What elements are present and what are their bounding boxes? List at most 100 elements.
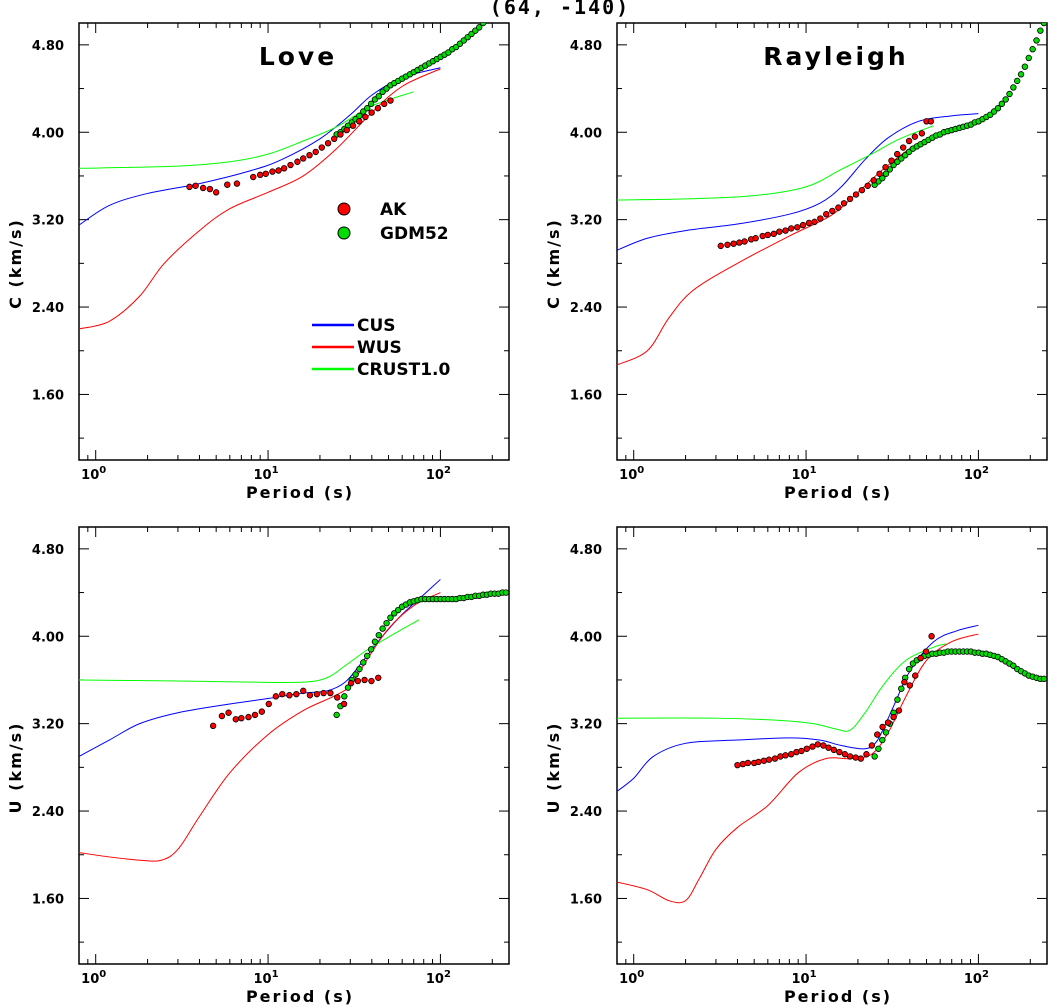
data-point-ak [736,239,743,246]
data-point-ak [874,731,881,738]
plot-frame [78,526,510,965]
y-axis-label: U (km/s) [544,722,563,814]
data-point-ak [262,170,269,177]
plot-frame [616,22,1048,461]
x-tick-base: 10 [619,468,637,483]
data-point-ak [760,757,768,764]
data-point-ak [841,751,849,758]
data-point-ak [381,100,388,108]
data-point-ak [192,182,199,189]
data-point-gdm52 [1014,77,1021,85]
figure-title: (64, -140) [490,0,630,19]
data-point-ak [870,177,877,184]
data-point-ak [830,746,838,754]
data-point-gdm52 [1033,37,1040,44]
data-point-gdm52 [879,736,886,744]
data-point-gdm52 [379,625,386,632]
x-tick-base: 10 [619,972,637,987]
x-tick-exponent: 2 [982,969,989,980]
data-point-ak [286,692,293,699]
y-tick-label: 3.20 [32,718,64,733]
plot-frame [78,22,510,461]
data-point-ak [770,230,778,238]
x-tick-base: 10 [792,972,810,987]
data-point-ak [265,700,273,708]
x-tick-exponent: 1 [272,969,279,980]
data-point-ak [356,118,363,125]
data-point-ak [882,164,889,171]
data-point-ak [799,221,807,229]
data-point-ak [927,118,935,125]
data-point-ak [354,677,362,685]
x-tick-base: 10 [426,468,444,483]
data-point-ak [374,105,382,112]
data-point-ak [777,753,784,760]
data-point-ak [917,654,924,662]
data-point-ak [293,690,300,698]
data-point-ak [272,693,280,700]
series-line-cus [79,579,441,757]
data-point-ak [375,674,382,681]
x-axis-label: Period (s) [246,483,354,502]
data-point-ak [324,139,332,147]
data-point-gdm52 [367,100,375,108]
series-line-wus [617,633,979,904]
x-tick-exponent: 2 [444,465,451,476]
data-point-ak [811,218,818,226]
y-tick-label: 1.60 [570,388,602,403]
x-tick-label: 101 [254,969,279,987]
x-tick-label: 101 [792,969,817,987]
data-point-ak [225,709,232,716]
data-point-ak [803,745,811,752]
legend-marker-gdm52 [337,226,351,240]
plot-frame [616,526,1048,965]
y-tick-label: 4.00 [570,126,602,141]
data-point-ak [912,672,919,679]
y-tick-label: 4.00 [32,126,64,141]
x-tick-base: 10 [964,468,982,483]
legend-label-wus: WUS [357,338,402,358]
data-point-ak [209,722,217,730]
y-tick-label: 1.60 [570,892,602,907]
data-point-gdm52 [502,589,509,596]
data-point-ak [347,680,355,687]
legend-label-cus: CUS [357,316,396,336]
data-point-ak [805,219,813,227]
data-point-gdm52 [387,614,394,621]
data-point-ak [218,712,226,720]
data-point-gdm52 [1010,84,1017,91]
x-tick-exponent: 0 [637,465,644,476]
data-point-ak [759,232,766,240]
data-point-ak [730,240,737,247]
data-point-ak [739,760,747,768]
data-point-gdm52 [1006,90,1013,98]
data-point-ak [879,723,886,731]
panel-title: Love [259,42,337,71]
y-tick-label: 2.40 [32,805,64,820]
data-point-ak [233,180,241,187]
data-point-ak [206,185,214,193]
data-point-ak [817,215,824,222]
x-axis-label: Period (s) [784,483,892,502]
x-tick-label: 100 [81,969,106,987]
data-point-ak [331,135,338,143]
data-point-ak [858,186,866,194]
data-point-ak [901,678,908,686]
data-point-ak [224,181,231,188]
data-point-gdm52 [998,100,1006,108]
x-tick-base: 10 [792,468,810,483]
y-tick-label: 4.80 [32,39,64,54]
data-point-ak [294,158,301,165]
x-tick-exponent: 0 [99,465,106,476]
data-point-gdm52 [1040,23,1047,27]
plot-data [79,23,487,330]
data-point-gdm52 [905,665,913,673]
data-point-gdm52 [360,659,367,666]
y-tick-label: 2.40 [570,301,602,316]
data-point-ak [368,677,375,685]
data-point-gdm52 [898,685,905,692]
x-tick-exponent: 1 [272,465,279,476]
data-point-ak [387,97,394,104]
series-line-cus [617,113,979,251]
